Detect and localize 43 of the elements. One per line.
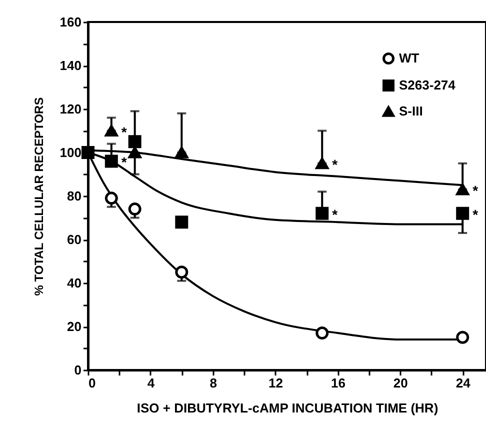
x-tick-label: 0 — [88, 376, 96, 390]
y-tick-label: 0 — [74, 362, 82, 378]
point — [456, 184, 470, 196]
point — [316, 158, 329, 170]
y-axis-title: % TOTAL CELLULAR RECEPTORS — [32, 97, 46, 296]
y-tick-label: 20 — [67, 319, 82, 334]
x-tick-label: 16 — [330, 376, 346, 390]
y-tick-label: 40 — [67, 276, 82, 290]
annotation: * — [472, 206, 479, 222]
point — [456, 206, 470, 220]
annotation: * — [121, 154, 128, 170]
point — [104, 192, 118, 205]
point — [316, 326, 329, 340]
y-tick-label: 120 — [60, 102, 82, 116]
y-tick-label: 160 — [60, 14, 82, 30]
legend-label: S-III — [399, 104, 423, 118]
y-tick-label: 80 — [67, 188, 82, 204]
point — [82, 146, 94, 159]
annotation: * — [121, 124, 128, 140]
point — [104, 124, 118, 137]
x-tick-label: 4 — [147, 376, 156, 390]
x-tick-label: 24 — [456, 376, 472, 390]
annotation: * — [332, 206, 338, 222]
y-tick-label: 140 — [60, 58, 82, 73]
x-tick-label: 20 — [393, 376, 408, 390]
legend-label: WT — [399, 50, 420, 66]
point — [104, 154, 118, 168]
annotation: * — [472, 182, 479, 198]
point — [316, 206, 329, 220]
point — [175, 266, 188, 279]
point — [128, 202, 142, 216]
x-tick-label: 12 — [268, 376, 284, 390]
point — [128, 135, 142, 148]
x-axis-title: ISO + DIBUTYRYL-cAMP INCUBATION TIME (HR) — [136, 400, 438, 416]
point — [175, 146, 188, 158]
x-tick-label: 8 — [210, 376, 217, 390]
y-tick-label: 100 — [60, 145, 82, 160]
y-tick-label: 60 — [67, 232, 82, 247]
point — [456, 330, 470, 344]
legend-label: S263-274 — [399, 78, 456, 92]
point — [175, 216, 188, 229]
annotation: * — [332, 156, 338, 172]
point — [128, 146, 142, 158]
